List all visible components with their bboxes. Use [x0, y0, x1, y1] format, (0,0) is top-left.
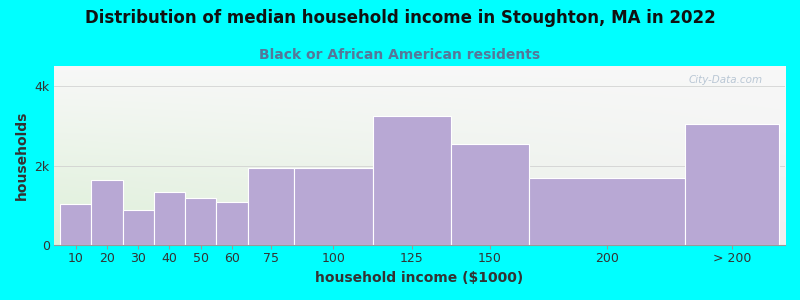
Text: Black or African American residents: Black or African American residents: [259, 48, 541, 62]
Bar: [122, 210, 154, 245]
Text: Distribution of median household income in Stoughton, MA in 2022: Distribution of median household income …: [85, 9, 715, 27]
Bar: [373, 116, 450, 245]
Bar: [60, 204, 91, 245]
Bar: [247, 168, 294, 245]
Bar: [154, 192, 185, 245]
Y-axis label: households: households: [15, 111, 29, 200]
Bar: [294, 168, 373, 245]
Bar: [185, 198, 216, 245]
Text: City-Data.com: City-Data.com: [689, 75, 763, 85]
X-axis label: household income ($1000): household income ($1000): [315, 271, 523, 285]
Bar: [91, 180, 122, 245]
Bar: [216, 202, 247, 245]
Bar: [450, 144, 529, 245]
Bar: [529, 178, 685, 245]
Bar: [685, 124, 778, 245]
